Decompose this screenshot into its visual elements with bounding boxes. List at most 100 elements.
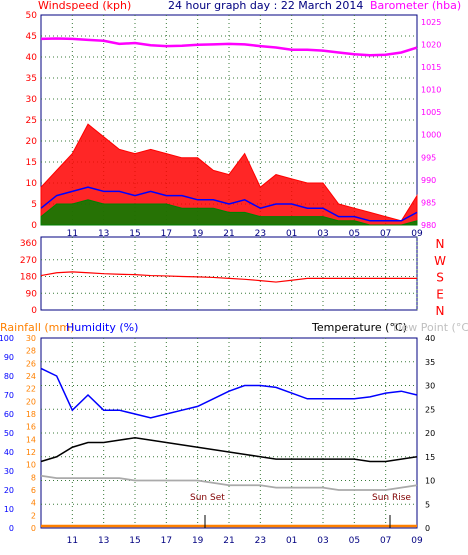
rainfall-tick-label: 30 <box>26 334 36 343</box>
temperature-tick-label: 35 <box>425 358 435 367</box>
gust-series <box>40 123 418 226</box>
temp-panel-x-ticks: 11 13 15 17 19 21 23 01 03 05 07 09 <box>67 536 423 546</box>
x-tick-label: 15 <box>129 229 140 239</box>
rainfall-tick-label: 22 <box>26 385 36 394</box>
x-tick-label: 23 <box>255 229 266 239</box>
temp-panel-grid <box>41 338 417 528</box>
humidity-tick-label: 80 <box>4 372 14 381</box>
windspeed-tick-label: 50 <box>26 11 38 21</box>
barometer-tick-label: 990 <box>421 176 436 185</box>
humidity-series <box>40 367 418 419</box>
x-tick-label: 07 <box>380 536 391 546</box>
temperature-tick-label: 15 <box>425 453 435 462</box>
rainfall-tick-label: 12 <box>26 448 36 457</box>
windspeed-tick-label: 25 <box>26 116 37 126</box>
rainfall-tick-label: 16 <box>26 423 36 432</box>
x-tick-label: 21 <box>223 536 234 546</box>
windspeed-tick-label: 15 <box>26 158 37 168</box>
barometer-series <box>40 37 418 57</box>
direction-series <box>40 271 417 283</box>
x-tick-label: 05 <box>349 536 360 546</box>
x-tick-label: 21 <box>223 229 234 239</box>
humidity-tick-label: 60 <box>4 410 14 419</box>
x-tick-label: 07 <box>380 229 391 239</box>
barometer-axis-ticks: 980 985 990 995 1000 1005 1010 1015 1020 1025 <box>421 18 441 230</box>
direction-panel-series <box>40 271 417 283</box>
direction-panel-grid <box>41 237 418 310</box>
x-tick-label: 03 <box>317 536 328 546</box>
humidity-tick-label: 50 <box>4 429 14 438</box>
windspeed-tick-label: 45 <box>26 32 37 42</box>
windspeed-tick-label: 0 <box>31 221 37 231</box>
dewpoint-axis-title: Dew Point (°C) <box>393 321 468 334</box>
rainfall-tick-label: 8 <box>31 473 36 482</box>
windspeed-tick-label: 40 <box>26 53 38 63</box>
sunrise-label: Sun Rise <box>372 493 411 503</box>
windspeed-tick-label: 35 <box>26 74 37 84</box>
rainfall-tick-label: 24 <box>26 372 36 381</box>
temperature-tick-label: 20 <box>425 429 435 438</box>
barometer-tick-label: 1005 <box>421 108 441 117</box>
barometer-axis-title: Barometer (hba) <box>370 0 461 12</box>
barometer-tick-label: 995 <box>421 153 436 162</box>
windspeed-tick-label: 10 <box>26 179 38 189</box>
humidity-tick-label: 90 <box>4 353 14 362</box>
rainfall-tick-label: 20 <box>26 397 36 406</box>
humidity-tick-label: 30 <box>4 467 14 476</box>
direction-tick-label: 180 <box>20 273 37 283</box>
rainfall-tick-label: 28 <box>26 347 36 356</box>
x-tick-label: 13 <box>98 536 109 546</box>
temperature-tick-label: 10 <box>425 477 435 486</box>
temperature-tick-label: 25 <box>425 405 435 414</box>
rainfall-tick-label: 18 <box>26 410 36 419</box>
humidity-tick-label: 0 <box>9 524 14 533</box>
humidity-axis-ticks: 0 10 20 30 40 50 60 70 80 90 100 <box>0 334 14 533</box>
direction-tick-label: 0 <box>31 306 37 316</box>
rainfall-tick-label: 6 <box>31 486 36 495</box>
x-tick-label: 17 <box>161 536 172 546</box>
humidity-tick-label: 10 <box>4 505 14 514</box>
wind-panel-series <box>40 37 418 226</box>
direction-tick-label: 360 <box>20 239 37 249</box>
rainfall-axis-title: Rainfall (mm) <box>0 321 74 334</box>
rainfall-tick-label: 2 <box>31 511 36 520</box>
x-tick-label: 11 <box>67 229 78 239</box>
temperature-series <box>40 436 418 463</box>
humidity-axis-title: Humidity (%) <box>66 321 138 334</box>
x-tick-label: 05 <box>349 229 360 239</box>
wind-green-series <box>40 199 418 226</box>
windspeed-axis-title: Windspeed (kph) <box>38 0 131 12</box>
rainfall-tick-label: 10 <box>26 461 36 470</box>
barometer-tick-label: 1010 <box>421 86 441 95</box>
x-tick-label: 23 <box>255 536 266 546</box>
windspeed-tick-label: 5 <box>31 200 37 210</box>
temperature-tick-label: 5 <box>425 500 430 509</box>
windspeed-tick-label: 20 <box>26 137 38 147</box>
x-tick-label: 09 <box>411 536 423 546</box>
x-tick-label: 03 <box>317 229 328 239</box>
wind-panel-x-ticks: 11 13 15 17 19 21 23 01 03 05 07 09 <box>67 229 423 239</box>
temperature-axis-ticks: 0 5 10 15 20 25 30 35 40 <box>425 334 435 533</box>
windspeed-axis-ticks: 0 5 10 15 20 25 30 35 40 45 50 <box>26 11 38 231</box>
dewpoint-series <box>40 474 418 491</box>
humidity-tick-label: 40 <box>4 448 14 457</box>
x-tick-label: 19 <box>192 229 204 239</box>
humidity-tick-label: 20 <box>4 486 14 495</box>
x-tick-label: 15 <box>129 536 140 546</box>
direction-tick-label: 90 <box>26 289 38 299</box>
chart-title: 24 hour graph day : 22 March 2014 <box>168 0 363 12</box>
humidity-tick-label: 70 <box>4 391 14 400</box>
average-series <box>40 186 418 222</box>
compass-label: S <box>436 271 444 285</box>
temperature-tick-label: 0 <box>425 524 430 533</box>
compass-label: W <box>434 254 446 268</box>
sunset-label: Sun Set <box>190 493 225 503</box>
windspeed-tick-label: 30 <box>26 95 38 105</box>
barometer-tick-label: 1020 <box>421 40 441 49</box>
barometer-tick-label: 1025 <box>421 18 441 27</box>
x-tick-label: 09 <box>411 229 423 239</box>
temperature-tick-label: 40 <box>425 334 435 343</box>
